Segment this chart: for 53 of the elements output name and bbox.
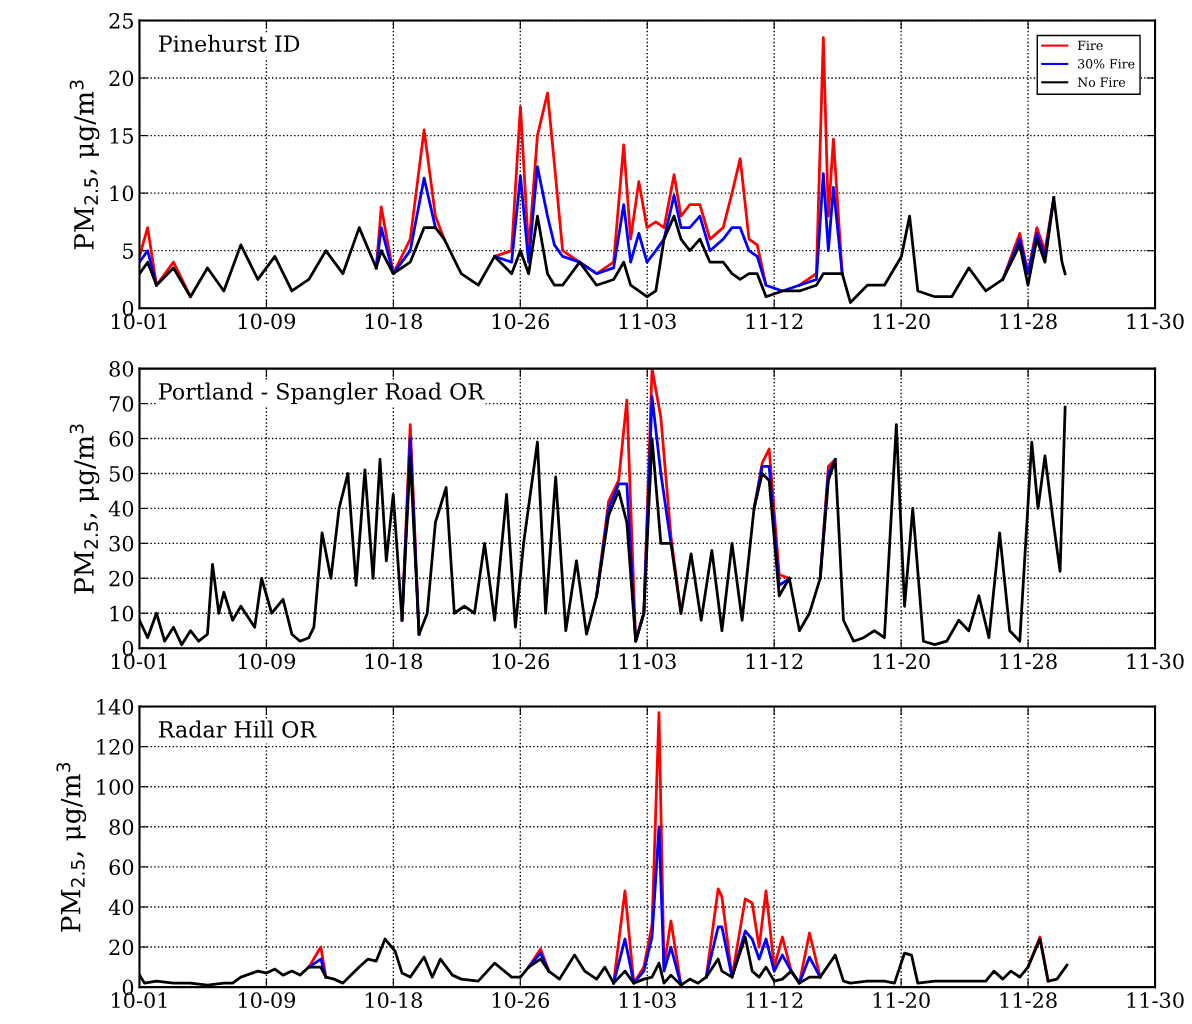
x-tick-label: 10-26 xyxy=(492,653,550,670)
x-tick-label: 11-28 xyxy=(1000,313,1057,330)
y-tick-label: 40 xyxy=(108,899,134,916)
x-tick-label: 11-30 xyxy=(1127,653,1184,670)
y-tick-label: 40 xyxy=(108,500,134,517)
x-tick-label: 11-20 xyxy=(873,992,930,1009)
y-tick-label: 140 xyxy=(97,699,134,715)
x-tick-label: 11-03 xyxy=(619,992,676,1009)
x-tick-label: 11-20 xyxy=(873,653,930,670)
y-tick-label: 120 xyxy=(97,739,134,755)
text: Pinehurst ID xyxy=(158,34,300,53)
x-tick-label: 10-18 xyxy=(365,653,422,670)
y-axis-title: PM$_{2.5}$, μg/m$^{3}$ xyxy=(69,424,100,594)
y-tick-label: 30 xyxy=(109,535,134,552)
x-tick-label: 10-18 xyxy=(365,992,422,1009)
x-tick-label: 11-03 xyxy=(619,313,676,330)
y-tick-label: 60 xyxy=(109,859,134,876)
x-tick-label: 11-30 xyxy=(1127,992,1184,1009)
y-tick-label: 50 xyxy=(109,465,134,482)
x-tick-label: 10-09 xyxy=(238,653,296,670)
legend-label: Fire xyxy=(1077,40,1103,51)
text: Portland - Spangler Road OR xyxy=(158,382,485,405)
y-tick-label: 5 xyxy=(123,243,133,259)
y-tick-label: 80 xyxy=(109,361,134,377)
x-tick-label: 11-12 xyxy=(746,653,803,669)
x-tick-label: 11-30 xyxy=(1127,313,1184,330)
x-tick-label: 11-20 xyxy=(873,313,930,330)
x-tick-label: 11-28 xyxy=(1000,992,1057,1009)
x-tick-label: 10-18 xyxy=(365,313,422,330)
y-axis-title: PM$_{2.5}$, μg/m$^{3}$ xyxy=(56,762,87,932)
legend-label: 30% Fire xyxy=(1078,59,1135,69)
y-tick-label: 15 xyxy=(110,128,133,144)
x-tick-label: 10-09 xyxy=(238,313,296,330)
y-tick-label: 80 xyxy=(109,819,134,836)
y-tick-label: 100 xyxy=(97,779,134,795)
y-tick-label: 20 xyxy=(109,939,134,956)
y-tick-label: 70 xyxy=(109,396,134,412)
y-tick-label: 10 xyxy=(110,185,134,202)
x-tick-label: 10-26 xyxy=(492,992,550,1009)
x-tick-label: 11-12 xyxy=(746,992,803,1008)
text: Radar Hill OR xyxy=(158,720,317,738)
x-tick-label: 11-28 xyxy=(1000,653,1057,670)
legend-label: No Fire xyxy=(1077,77,1126,87)
x-tick-label: 10-09 xyxy=(238,992,296,1009)
x-tick-label: 10-26 xyxy=(492,313,550,330)
y-tick-label: 10 xyxy=(110,605,134,622)
y-axis-title: PM$_{2.5}$, μg/m$^{3}$ xyxy=(69,80,100,250)
y-tick-label: 20 xyxy=(109,570,134,587)
y-tick-label: 60 xyxy=(109,430,134,447)
y-tick-label: 25 xyxy=(109,12,133,29)
y-tick-label: 20 xyxy=(109,70,134,87)
x-tick-label: 11-12 xyxy=(746,313,803,329)
x-tick-label: 11-03 xyxy=(619,653,676,670)
